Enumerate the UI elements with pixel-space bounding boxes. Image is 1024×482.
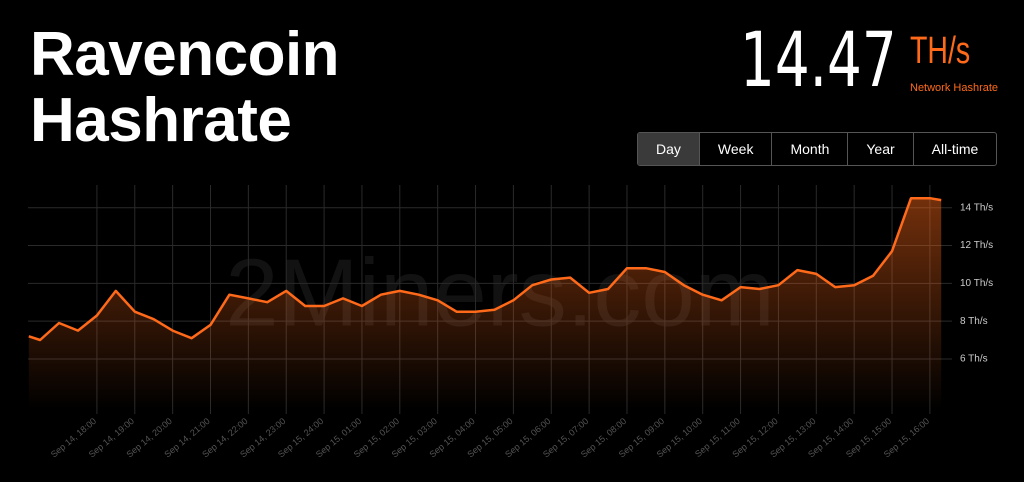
y-tick-label: 14 Th/s: [960, 202, 993, 213]
y-tick-label: 10 Th/s: [960, 278, 993, 289]
stat-unit: TH/s: [910, 30, 971, 72]
title-line: Ravencoin: [30, 20, 340, 89]
stat-value: 14.47: [740, 15, 897, 104]
title: Ravencoin Hashrate: [30, 20, 340, 155]
area: [28, 198, 942, 410]
range-button[interactable]: Year: [847, 133, 912, 165]
stat-caption: Network Hashrate: [910, 82, 999, 94]
range-button[interactable]: Month: [771, 133, 847, 165]
y-tick-label: 8 Th/s: [960, 316, 988, 327]
y-tick-label: 6 Th/s: [960, 354, 988, 365]
title-line: Hashrate: [30, 86, 292, 155]
range-button[interactable]: Week: [698, 133, 772, 165]
range-selector: Day Week Month Year All-time: [637, 132, 998, 166]
range-button[interactable]: Day: [638, 133, 699, 165]
line: [28, 196, 942, 342]
y-tick-label: 12 Th/s: [960, 240, 993, 251]
range-button[interactable]: All-time: [912, 133, 997, 165]
